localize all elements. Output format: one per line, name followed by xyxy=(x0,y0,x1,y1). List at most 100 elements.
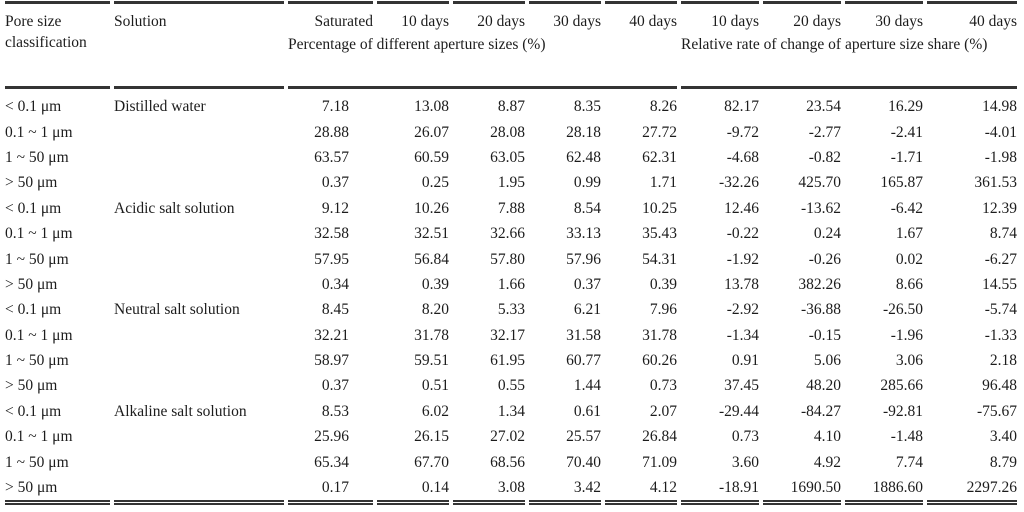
table-body: < 0.1 μm Distilled water 7.18 13.08 8.87 8.35… xyxy=(5,89,1017,506)
value-cell: -2.77 xyxy=(808,123,841,141)
value-cell: 4.10 xyxy=(813,428,841,446)
value-cell: 48.20 xyxy=(806,377,841,395)
value-cell: 60.77 xyxy=(566,352,601,370)
value-cell: 68.56 xyxy=(490,453,525,471)
value-cell: 61.95 xyxy=(490,352,525,370)
value-cell: 26.07 xyxy=(414,123,449,141)
value-cell: 12.46 xyxy=(724,199,759,217)
value-cell: -1.48 xyxy=(890,428,923,446)
value-cell: 57.80 xyxy=(490,250,525,268)
value-cell: 165.87 xyxy=(880,174,923,192)
pore-size-cell: < 0.1 μm xyxy=(5,98,62,116)
value-cell: 1.71 xyxy=(649,174,677,192)
value-cell: 32.51 xyxy=(414,225,449,243)
value-cell: 6.21 xyxy=(573,301,601,319)
value-cell: 382.26 xyxy=(798,275,841,293)
value-cell: 2.07 xyxy=(649,402,677,420)
table-row: 0.1 ~ 1 μm 28.88 26.07 28.08 28.18 27.72 -9.72… xyxy=(5,119,1017,144)
table-row: 0.1 ~ 1 μm 32.58 32.51 32.66 33.13 35.43 -0.22… xyxy=(5,221,1017,246)
value-cell: 8.35 xyxy=(573,98,601,116)
value-cell: 14.55 xyxy=(982,275,1017,293)
solution-cell xyxy=(114,170,284,195)
group-header-percentage: Percentage of different aperture sizes (… xyxy=(288,34,677,89)
value-cell: 14.98 xyxy=(982,98,1017,116)
value-cell: 13.78 xyxy=(724,275,759,293)
value-cell: 4.92 xyxy=(813,453,841,471)
value-cell: 8.66 xyxy=(895,275,923,293)
value-cell: 8.74 xyxy=(989,225,1017,243)
table-row: < 0.1 μm Neutral salt solution 8.45 8.20 5.3… xyxy=(5,297,1017,322)
value-cell: 7.74 xyxy=(895,453,923,471)
value-cell: -36.88 xyxy=(800,301,841,319)
value-cell: -29.44 xyxy=(718,402,759,420)
value-cell: 1886.60 xyxy=(845,475,923,506)
value-cell: 7.96 xyxy=(649,301,677,319)
value-cell: 63.05 xyxy=(490,148,525,166)
value-cell: 0.25 xyxy=(421,174,449,192)
value-cell: -4.01 xyxy=(984,123,1017,141)
table-row: < 0.1 μm Distilled water 7.18 13.08 8.87 8.35… xyxy=(5,89,1017,119)
value-cell: -26.50 xyxy=(882,301,923,319)
solution-cell: Alkaline salt solution xyxy=(114,402,247,420)
value-cell: 361.53 xyxy=(974,174,1017,192)
column-header-saturated: Saturated xyxy=(288,1,373,34)
column-header-30-days-rate: 30 days xyxy=(845,1,923,34)
column-header-solution: Solution xyxy=(114,1,284,89)
value-cell: 25.96 xyxy=(314,428,349,446)
pore-size-cell: > 50 μm xyxy=(5,475,110,506)
value-cell: -0.26 xyxy=(808,250,841,268)
solution-cell xyxy=(114,119,284,144)
table-row: 0.1 ~ 1 μm 32.21 31.78 32.17 31.58 31.78 -1.34… xyxy=(5,323,1017,348)
solution-cell xyxy=(114,221,284,246)
value-cell: -84.27 xyxy=(800,402,841,420)
value-cell: 2.18 xyxy=(989,352,1017,370)
value-cell: 0.37 xyxy=(573,275,601,293)
value-cell: 65.34 xyxy=(314,453,349,471)
solution-cell xyxy=(114,145,284,170)
value-cell: -2.41 xyxy=(890,123,923,141)
value-cell: 37.45 xyxy=(724,377,759,395)
value-cell: -1.34 xyxy=(726,326,759,344)
value-cell: 57.95 xyxy=(314,250,349,268)
pore-size-cell: > 50 μm xyxy=(5,174,58,192)
value-cell: 9.12 xyxy=(321,199,349,217)
table-row: > 50 μm 0.34 0.39 1.66 0.37 0.39 13.78 382.26 8.… xyxy=(5,272,1017,297)
value-cell: 7.18 xyxy=(321,98,349,116)
value-cell: 26.15 xyxy=(414,428,449,446)
value-cell: 0.39 xyxy=(421,275,449,293)
value-cell: 1.95 xyxy=(497,174,525,192)
value-cell: 3.42 xyxy=(529,475,601,506)
value-cell: 32.21 xyxy=(314,326,349,344)
value-cell: 0.73 xyxy=(649,377,677,395)
column-header-20-days-rate: 20 days xyxy=(763,1,841,34)
table-row: < 0.1 μm Alkaline salt solution 8.53 6.02 1.… xyxy=(5,399,1017,424)
value-cell: 71.09 xyxy=(642,453,677,471)
pore-size-cell: 0.1 ~ 1 μm xyxy=(5,225,73,243)
column-header-40-days-rate: 40 days xyxy=(927,1,1017,34)
value-cell: -6.42 xyxy=(890,199,923,217)
column-header-30-days-pct: 30 days xyxy=(529,1,601,34)
value-cell: 10.25 xyxy=(642,199,677,217)
value-cell: -18.91 xyxy=(681,475,759,506)
value-cell: 62.31 xyxy=(642,148,677,166)
value-cell: 3.08 xyxy=(453,475,525,506)
pore-size-cell: < 0.1 μm xyxy=(5,402,62,420)
value-cell: 31.78 xyxy=(414,326,449,344)
solution-cell: Acidic salt solution xyxy=(114,199,235,217)
pore-size-cell: 1 ~ 50 μm xyxy=(5,250,69,268)
value-cell: 3.60 xyxy=(731,453,759,471)
value-cell: 8.26 xyxy=(649,98,677,116)
value-cell: 27.72 xyxy=(642,123,677,141)
solution-cell xyxy=(114,449,284,474)
value-cell: 5.06 xyxy=(813,352,841,370)
value-cell: 67.70 xyxy=(414,453,449,471)
table-row: > 50 μm 0.37 0.25 1.95 0.99 1.71 -32.26 425.70 1… xyxy=(5,170,1017,195)
value-cell: 0.14 xyxy=(377,475,449,506)
value-cell: 32.58 xyxy=(314,225,349,243)
value-cell: 60.59 xyxy=(414,148,449,166)
value-cell: -9.72 xyxy=(726,123,759,141)
value-cell: 28.18 xyxy=(566,123,601,141)
value-cell: -1.71 xyxy=(890,148,923,166)
